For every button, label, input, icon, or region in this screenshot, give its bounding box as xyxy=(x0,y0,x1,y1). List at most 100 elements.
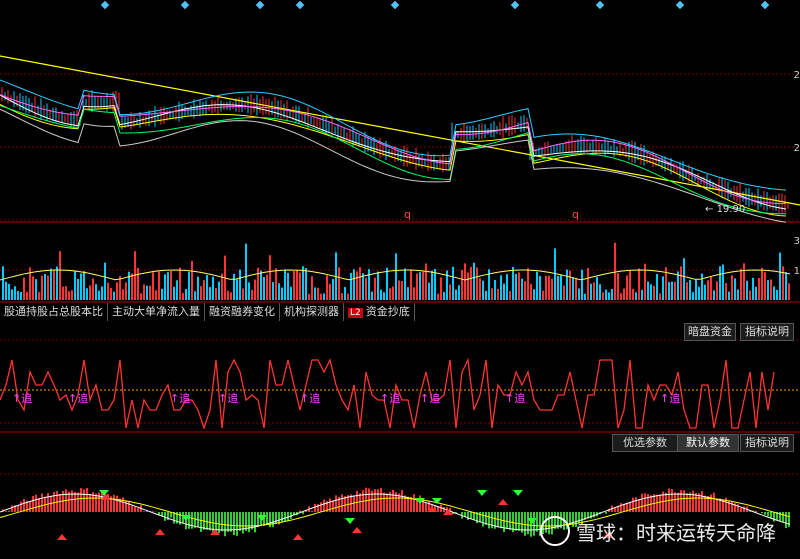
macd-bar xyxy=(299,510,301,512)
volume-bar xyxy=(587,268,589,300)
macd-bar xyxy=(680,490,682,512)
macd-bar xyxy=(338,496,340,512)
indicator-help-button-2[interactable]: 指标说明 xyxy=(740,434,794,452)
macd-bar xyxy=(731,501,733,512)
macd-bar xyxy=(698,493,700,512)
macd-bar xyxy=(272,512,274,528)
volume-bar xyxy=(197,276,199,300)
volume-bar xyxy=(326,275,328,300)
macd-bar xyxy=(761,512,763,514)
macd-bar xyxy=(53,492,55,512)
snowball-logo-icon xyxy=(540,516,570,546)
macd-bar xyxy=(482,512,484,527)
event-marker xyxy=(675,0,685,10)
volume-bar xyxy=(680,266,682,300)
volume-bar xyxy=(512,266,514,300)
volume-bar xyxy=(251,289,253,300)
event-marker xyxy=(390,0,400,10)
macd-bar xyxy=(347,495,349,512)
buy-signal-label: ↑追 xyxy=(218,391,238,405)
macd-bar xyxy=(35,494,37,512)
volume-bar xyxy=(122,289,124,300)
macd-bar xyxy=(323,499,325,512)
volume-bar xyxy=(485,290,487,300)
tab-institution-detector[interactable]: 机构探测器 xyxy=(280,303,344,321)
volume-bar xyxy=(473,262,475,300)
macd-bar xyxy=(689,492,691,512)
volume-bar xyxy=(518,272,520,300)
tab-active-big-order-inflow[interactable]: 主动大单净流入量 xyxy=(108,303,205,321)
volume-bar xyxy=(659,293,661,300)
volume-bar xyxy=(89,285,91,300)
default-params-button[interactable]: 默认参数 xyxy=(677,434,739,452)
macd-bar xyxy=(125,500,127,512)
macd-bar xyxy=(788,512,790,527)
macd-bar xyxy=(749,510,751,512)
buy-signal-label: ↑追 xyxy=(660,391,680,405)
volume-bar xyxy=(242,288,244,300)
moving-average-line xyxy=(0,79,787,191)
macd-bar xyxy=(143,511,145,512)
macd-bar xyxy=(755,510,757,512)
macd-bar xyxy=(773,512,775,522)
volume-bar xyxy=(362,273,364,300)
tab-margin-change[interactable]: 融资融券变化 xyxy=(205,303,280,321)
volume-bar xyxy=(38,292,40,300)
volume-bar xyxy=(320,293,322,300)
volume-bar xyxy=(47,275,49,300)
volume-bar xyxy=(137,267,139,300)
volume-bar xyxy=(53,269,55,300)
volume-bar xyxy=(491,288,493,300)
macd-bar xyxy=(269,512,271,528)
macd-bar xyxy=(23,499,25,512)
volume-bar xyxy=(479,278,481,300)
macd-bar xyxy=(176,512,178,524)
tab-fund-bottom-fishing[interactable]: L2 资金抄底 xyxy=(344,303,415,321)
volume-bar xyxy=(239,269,241,300)
volume-bar xyxy=(638,268,640,300)
volume-bar xyxy=(35,279,37,300)
volume-bar xyxy=(401,281,403,300)
macd-bar xyxy=(305,510,307,512)
macd-bar xyxy=(110,496,112,512)
macd-bar xyxy=(194,512,196,529)
macd-bar xyxy=(647,494,649,512)
volume-bar xyxy=(707,280,709,300)
macd-bar xyxy=(476,512,478,524)
preferred-params-button[interactable]: 优选参数 xyxy=(612,434,678,452)
macd-bar xyxy=(515,512,517,531)
macd-bar xyxy=(113,494,115,512)
moving-average-line xyxy=(0,94,786,204)
volume-bar xyxy=(344,287,346,300)
buy-arrow-icon xyxy=(352,527,362,533)
volume-bar xyxy=(332,278,334,300)
volume-bar xyxy=(266,274,268,300)
macd-bar xyxy=(488,512,490,529)
volume-bar xyxy=(596,277,598,300)
volume-bar xyxy=(2,266,4,300)
moving-average-line xyxy=(0,103,787,217)
buy-arrow-icon xyxy=(427,506,437,512)
macd-bar xyxy=(722,499,724,512)
tab-hk-holding-ratio[interactable]: 股通持股占总股本比 xyxy=(0,303,108,321)
q-marker-1: q xyxy=(404,208,411,221)
macd-bar xyxy=(122,497,124,512)
macd-bar xyxy=(80,488,82,512)
macd-bar xyxy=(242,512,244,534)
volume-bar xyxy=(395,253,397,300)
volume-bar xyxy=(125,282,127,300)
indicator-help-button-1[interactable]: 指标说明 xyxy=(740,323,794,341)
macd-bar xyxy=(41,493,43,512)
macd-bar xyxy=(491,512,493,529)
macd-bar xyxy=(170,512,172,518)
macd-bar xyxy=(290,512,292,519)
volume-bar xyxy=(605,289,607,300)
macd-bar xyxy=(413,494,415,512)
dark-pool-funds-button[interactable]: 暗盘资金 xyxy=(684,323,736,341)
volume-axis-label-2: 1 xyxy=(793,266,800,277)
macd-bar xyxy=(410,496,412,512)
macd-bar xyxy=(683,490,685,512)
volume-bar xyxy=(734,278,736,300)
macd-bar xyxy=(632,497,634,512)
volume-bar xyxy=(704,284,706,300)
